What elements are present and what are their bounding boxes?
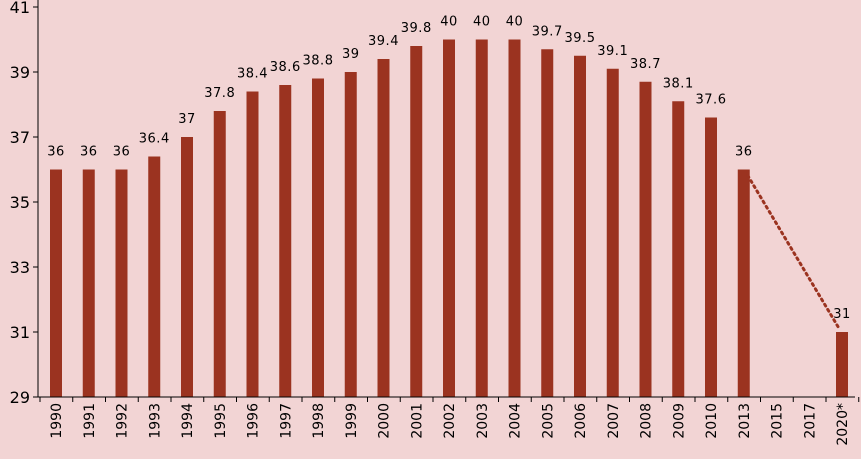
x-tick-label: 2013	[737, 403, 753, 439]
x-tick-label: 1995	[213, 403, 229, 439]
bar	[737, 169, 750, 397]
x-tick-label: 1996	[246, 403, 262, 439]
y-tick-label: 41	[10, 0, 30, 17]
bar	[410, 46, 423, 397]
x-tick-label: 2000	[377, 403, 393, 439]
bar	[181, 137, 193, 397]
data-label: 39.7	[532, 24, 563, 39]
y-tick-label: 35	[10, 193, 30, 212]
x-tick-label: 1998	[311, 403, 327, 439]
data-label: 39.1	[597, 44, 628, 59]
x-tick-label: 2003	[475, 403, 491, 439]
data-label: 31	[833, 307, 851, 322]
bar	[213, 111, 226, 397]
bar	[606, 68, 619, 397]
data-label: 39	[342, 47, 360, 62]
bar	[541, 49, 554, 397]
y-tick-labels-group: 29 31 33 35 37 39 41	[10, 0, 30, 407]
data-label: 38.6	[270, 60, 301, 75]
trend-line	[746, 174, 842, 332]
x-tick-label: 1997	[278, 403, 294, 439]
x-tick-label: 2006	[573, 403, 589, 439]
y-tick-label: 33	[10, 258, 30, 277]
data-label: 36	[47, 145, 65, 160]
y-tick-label: 39	[10, 63, 30, 82]
bar	[475, 39, 488, 397]
bar	[279, 85, 292, 397]
x-tick-label: 1992	[115, 403, 131, 439]
data-label: 37.8	[204, 86, 235, 101]
data-label: 36	[735, 145, 753, 160]
x-tick-label: 2017	[802, 403, 818, 439]
x-tick-label: 2020*	[835, 403, 851, 446]
y-tick-label: 31	[10, 323, 30, 342]
trend-group	[746, 174, 842, 332]
data-label: 37	[178, 112, 196, 127]
bar	[50, 169, 62, 397]
x-tick-label: 1991	[82, 403, 98, 439]
x-tick-label: 2004	[508, 403, 524, 439]
x-tick-labels-group: 1990 1991 1992 1993 1994 1995 1996 1997 1998 1999…	[49, 403, 851, 446]
x-tick-label: 2005	[540, 403, 556, 439]
data-label: 38.7	[630, 57, 661, 72]
y-tick-label: 37	[10, 128, 30, 147]
data-label: 40	[473, 15, 491, 30]
bar	[574, 55, 586, 397]
data-label: 39.4	[368, 34, 399, 49]
bar	[82, 169, 95, 397]
data-label: 39.5	[565, 31, 596, 46]
bar	[836, 332, 848, 397]
data-label: 38.8	[303, 54, 334, 69]
data-labels-group: 36 36 36 36.4 37 37.838.4 38.6 38.8 39 39.439.8 40…	[47, 15, 851, 323]
bar	[377, 59, 390, 397]
data-label: 36	[113, 145, 131, 160]
x-tick-label: 2007	[606, 403, 622, 439]
bar	[344, 72, 357, 397]
x-tick-label: 2009	[671, 403, 687, 439]
bar	[115, 169, 128, 397]
x-tick-label: 2001	[409, 403, 425, 439]
data-label: 39.8	[401, 21, 432, 36]
x-tick-label: 1993	[147, 403, 163, 439]
x-tick-label: 1994	[180, 403, 196, 439]
bar	[639, 81, 652, 397]
data-label: 37.6	[696, 93, 727, 108]
data-label: 36.4	[139, 132, 170, 147]
bar	[443, 39, 455, 397]
x-tick-label: 2002	[442, 403, 458, 439]
bar	[705, 117, 717, 397]
data-label: 40	[440, 15, 458, 30]
axes-group	[33, 0, 860, 402]
data-label: 36	[80, 145, 98, 160]
data-label: 38.4	[237, 67, 268, 82]
x-tick-label: 1999	[344, 403, 360, 439]
bar	[672, 101, 685, 397]
x-tick-label: 2010	[704, 403, 720, 439]
bar	[246, 91, 259, 397]
x-tick-label: 2008	[639, 403, 655, 439]
bar	[508, 39, 521, 397]
x-tick-label: 2015	[770, 403, 786, 439]
data-label: 38.1	[663, 76, 694, 91]
x-tick-label: 1990	[49, 403, 65, 439]
bars-group	[50, 39, 848, 397]
bar	[148, 156, 161, 397]
y-tick-label: 29	[10, 388, 30, 407]
bar	[312, 78, 324, 397]
data-label: 40	[506, 15, 524, 30]
